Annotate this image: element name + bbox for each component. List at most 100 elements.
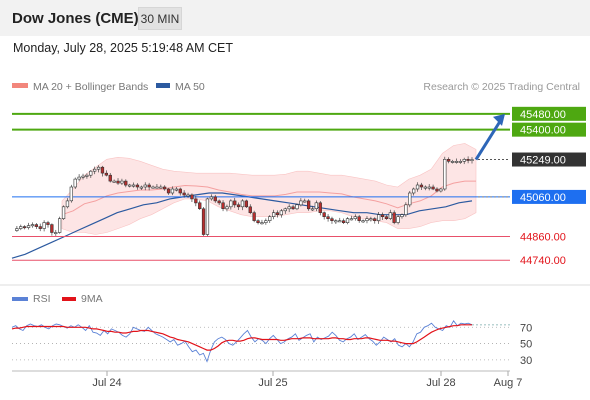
candle-body [353, 216, 357, 219]
candle-body [341, 220, 346, 223]
chart-header [0, 0, 590, 36]
candle-body [326, 216, 330, 219]
candle-body [100, 166, 105, 174]
candle-body [435, 188, 439, 192]
candle-body [334, 220, 338, 223]
candle-body [128, 184, 132, 187]
credit-label: Research © 2025 Trading Central [423, 81, 580, 93]
candle-body [213, 196, 217, 202]
candle-body [291, 206, 295, 210]
candle-body [423, 186, 428, 189]
candle-body [283, 208, 287, 212]
candle-body [404, 204, 408, 216]
timeframe-button[interactable]: 30 MIN [138, 7, 182, 30]
rsi-line [11, 319, 473, 363]
candle-body [318, 202, 322, 214]
rsi-tick-label: 30 [520, 355, 532, 367]
candle-body [303, 200, 307, 203]
candle-body [419, 184, 424, 188]
candle-body [124, 180, 128, 186]
level-tag-resistance [512, 106, 586, 121]
candle-body [57, 218, 62, 233]
candle-body [198, 202, 202, 210]
candle-body [54, 232, 58, 235]
candle-body [244, 200, 249, 208]
candle-body [256, 220, 260, 223]
candle-body [182, 192, 186, 196]
candle-body [427, 186, 431, 189]
candle-body [369, 218, 373, 221]
candle-body [178, 188, 182, 194]
candle-body [439, 188, 443, 192]
candle-body [112, 180, 116, 183]
level-label-resistance: 45400.00 [520, 125, 566, 137]
candle-body [450, 161, 455, 163]
candle-body [116, 180, 120, 184]
rsi-tick-label: 70 [520, 322, 532, 334]
candle-body [431, 186, 435, 190]
candle-body [22, 226, 27, 229]
candle-body [233, 200, 237, 206]
candle-body [108, 174, 112, 182]
candle-body [365, 218, 369, 221]
candle-body [77, 176, 81, 180]
candle-body [310, 208, 315, 211]
rsi-legend-label: RSI [33, 293, 51, 305]
candle-body [415, 184, 420, 190]
x-tick-label: Jul 24 [92, 377, 121, 389]
candle-body [89, 170, 93, 176]
ma50-legend-swatch [156, 83, 170, 88]
candle-body [104, 172, 109, 176]
candle-body [194, 198, 198, 204]
candle-body [240, 200, 245, 208]
candle-body [443, 159, 447, 190]
candle-body [46, 222, 50, 225]
candle-body [236, 204, 241, 208]
x-tick-label: Jul 28 [426, 377, 455, 389]
candle-body [30, 224, 35, 227]
rsi-plot: 70 50 30 [11, 319, 532, 367]
candle-body [361, 220, 365, 223]
candle-body [295, 204, 299, 210]
candle-body [163, 186, 167, 190]
candle-body [446, 159, 451, 162]
ma50-legend-label: MA 50 [175, 81, 205, 93]
candle-body [81, 175, 85, 178]
ma9-line [11, 324, 472, 351]
candle-body [166, 188, 171, 194]
candle-body [388, 212, 393, 219]
candle-body [260, 222, 264, 225]
candle-body [466, 159, 470, 161]
candle-body [396, 216, 400, 223]
rsi-legend-swatch [12, 297, 28, 301]
candle-body [470, 159, 474, 162]
candle-body [96, 166, 101, 170]
ma20-line [61, 180, 476, 216]
candle-body [170, 188, 175, 194]
candle-body [275, 212, 280, 215]
level-label-support: 44740.00 [520, 255, 566, 267]
rsi-tick-label: 50 [520, 339, 532, 351]
level-tag-resistance [512, 122, 586, 137]
candle-body [400, 214, 404, 217]
level-tag-last [512, 152, 586, 167]
forecast-arrow-head [493, 113, 505, 126]
candle-body [373, 218, 377, 221]
candle-body [322, 212, 326, 217]
ma20-legend-label: MA 20 + Bollinger Bands [33, 81, 148, 93]
candle-body [411, 188, 416, 194]
candle-body [26, 225, 31, 228]
candle-body [454, 161, 459, 163]
ma9-legend-swatch [62, 297, 76, 301]
candle-body [93, 168, 97, 172]
candle-body [306, 200, 311, 210]
candle-body [34, 224, 39, 227]
candle-body [314, 202, 319, 210]
candle-body [462, 159, 466, 162]
candle-body [42, 222, 46, 229]
level-label-pivot: 45060.00 [520, 192, 566, 204]
candle-body [205, 198, 210, 235]
candle-body [248, 206, 252, 214]
candle-body [271, 212, 276, 217]
candle-body [73, 178, 77, 188]
